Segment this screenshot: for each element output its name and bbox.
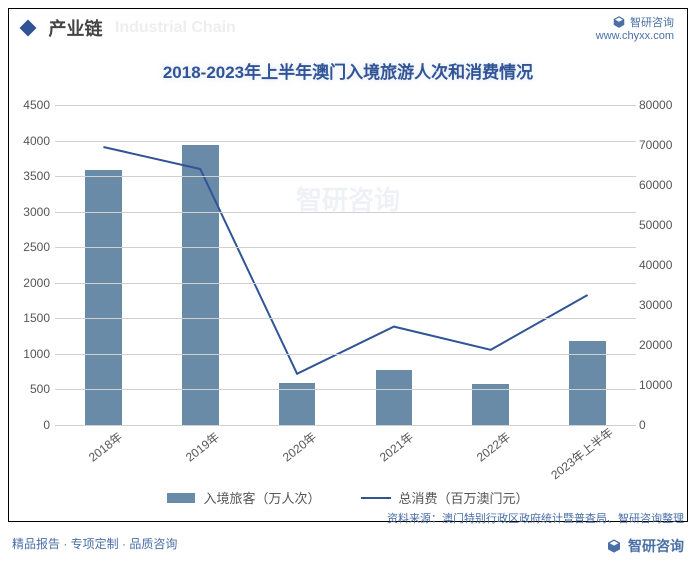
y-left-tick: 0 bbox=[0, 418, 50, 432]
grid-line bbox=[55, 212, 636, 213]
x-label: 2023年上半年 bbox=[547, 424, 616, 483]
x-axis-labels: 2018年 2019年 2020年 2021年 2022年 2023年上半年 bbox=[55, 425, 636, 485]
brand-url: www.chyxx.com bbox=[596, 30, 674, 42]
legend-bar: 入境旅客（万人次） bbox=[167, 488, 320, 507]
y-right-tick: 30000 bbox=[639, 298, 689, 312]
chart-title: 2018-2023年上半年澳门入境旅游人次和消费情况 bbox=[0, 58, 696, 83]
trend-line bbox=[103, 147, 587, 374]
y-left-tick: 2500 bbox=[0, 240, 50, 254]
y-axis-left: 050010001500200025003000350040004500 bbox=[0, 105, 55, 425]
y-left-tick: 2000 bbox=[0, 276, 50, 290]
swatch-bar-icon bbox=[167, 493, 195, 503]
grid-line bbox=[55, 283, 636, 284]
y-right-tick: 40000 bbox=[639, 258, 689, 272]
y-left-tick: 4500 bbox=[0, 98, 50, 112]
y-right-tick: 50000 bbox=[639, 218, 689, 232]
y-left-tick: 500 bbox=[0, 382, 50, 396]
grid-line bbox=[55, 176, 636, 177]
x-label: 2020年 bbox=[279, 428, 320, 465]
section-ghost: Industrial Chain bbox=[115, 19, 236, 36]
x-label: 2018年 bbox=[85, 428, 126, 465]
y-right-tick: 20000 bbox=[639, 338, 689, 352]
swatch-line-icon bbox=[361, 497, 391, 499]
grid-line bbox=[55, 105, 636, 106]
y-left-tick: 4000 bbox=[0, 134, 50, 148]
diamond-icon bbox=[20, 20, 37, 37]
grid-line bbox=[55, 354, 636, 355]
grid-line bbox=[55, 318, 636, 319]
footer-text: 精品报告 · 专项定制 · 品质咨询 bbox=[12, 535, 177, 552]
section-title: 产业链 bbox=[48, 19, 102, 39]
header: 产业链 Industrial Chain 智研咨询 www.chyxx.com bbox=[22, 14, 674, 42]
line-layer bbox=[55, 105, 636, 425]
legend-line-label: 总消费（百万澳门元） bbox=[399, 488, 529, 507]
section-block: 产业链 Industrial Chain bbox=[22, 15, 236, 41]
cube-icon bbox=[606, 538, 622, 554]
y-left-tick: 1500 bbox=[0, 311, 50, 325]
x-label: 2019年 bbox=[182, 428, 223, 465]
y-right-tick: 10000 bbox=[639, 378, 689, 392]
legend-bar-label: 入境旅客（万人次） bbox=[203, 488, 320, 507]
brand-name: 智研咨询 bbox=[630, 14, 674, 30]
legend-line: 总消费（百万澳门元） bbox=[361, 488, 529, 507]
brand-block: 智研咨询 www.chyxx.com bbox=[596, 14, 674, 42]
x-label: 2022年 bbox=[473, 428, 514, 465]
y-left-tick: 3500 bbox=[0, 169, 50, 183]
x-label: 2021年 bbox=[376, 428, 417, 465]
y-right-tick: 60000 bbox=[639, 178, 689, 192]
footer-brand: 智研咨询 bbox=[606, 536, 684, 556]
y-left-tick: 3000 bbox=[0, 205, 50, 219]
source-text: 资料来源：澳门特别行政区政府统计暨普查局、智研咨询整理 bbox=[387, 510, 684, 526]
brand-logo: 智研咨询 bbox=[596, 14, 674, 30]
plot-area: 050010001500200025003000350040004500 010… bbox=[55, 105, 636, 425]
y-axis-right: 0100002000030000400005000060000700008000… bbox=[639, 105, 694, 425]
footer-brand-name: 智研咨询 bbox=[628, 536, 684, 556]
y-right-tick: 70000 bbox=[639, 138, 689, 152]
legend: 入境旅客（万人次） 总消费（百万澳门元） bbox=[0, 488, 696, 507]
y-left-tick: 1000 bbox=[0, 347, 50, 361]
grid-line bbox=[55, 425, 636, 426]
y-right-tick: 80000 bbox=[639, 98, 689, 112]
grid-line bbox=[55, 247, 636, 248]
y-right-tick: 0 bbox=[639, 418, 689, 432]
grid-line bbox=[55, 389, 636, 390]
cube-icon bbox=[612, 15, 626, 29]
grid-line bbox=[55, 141, 636, 142]
